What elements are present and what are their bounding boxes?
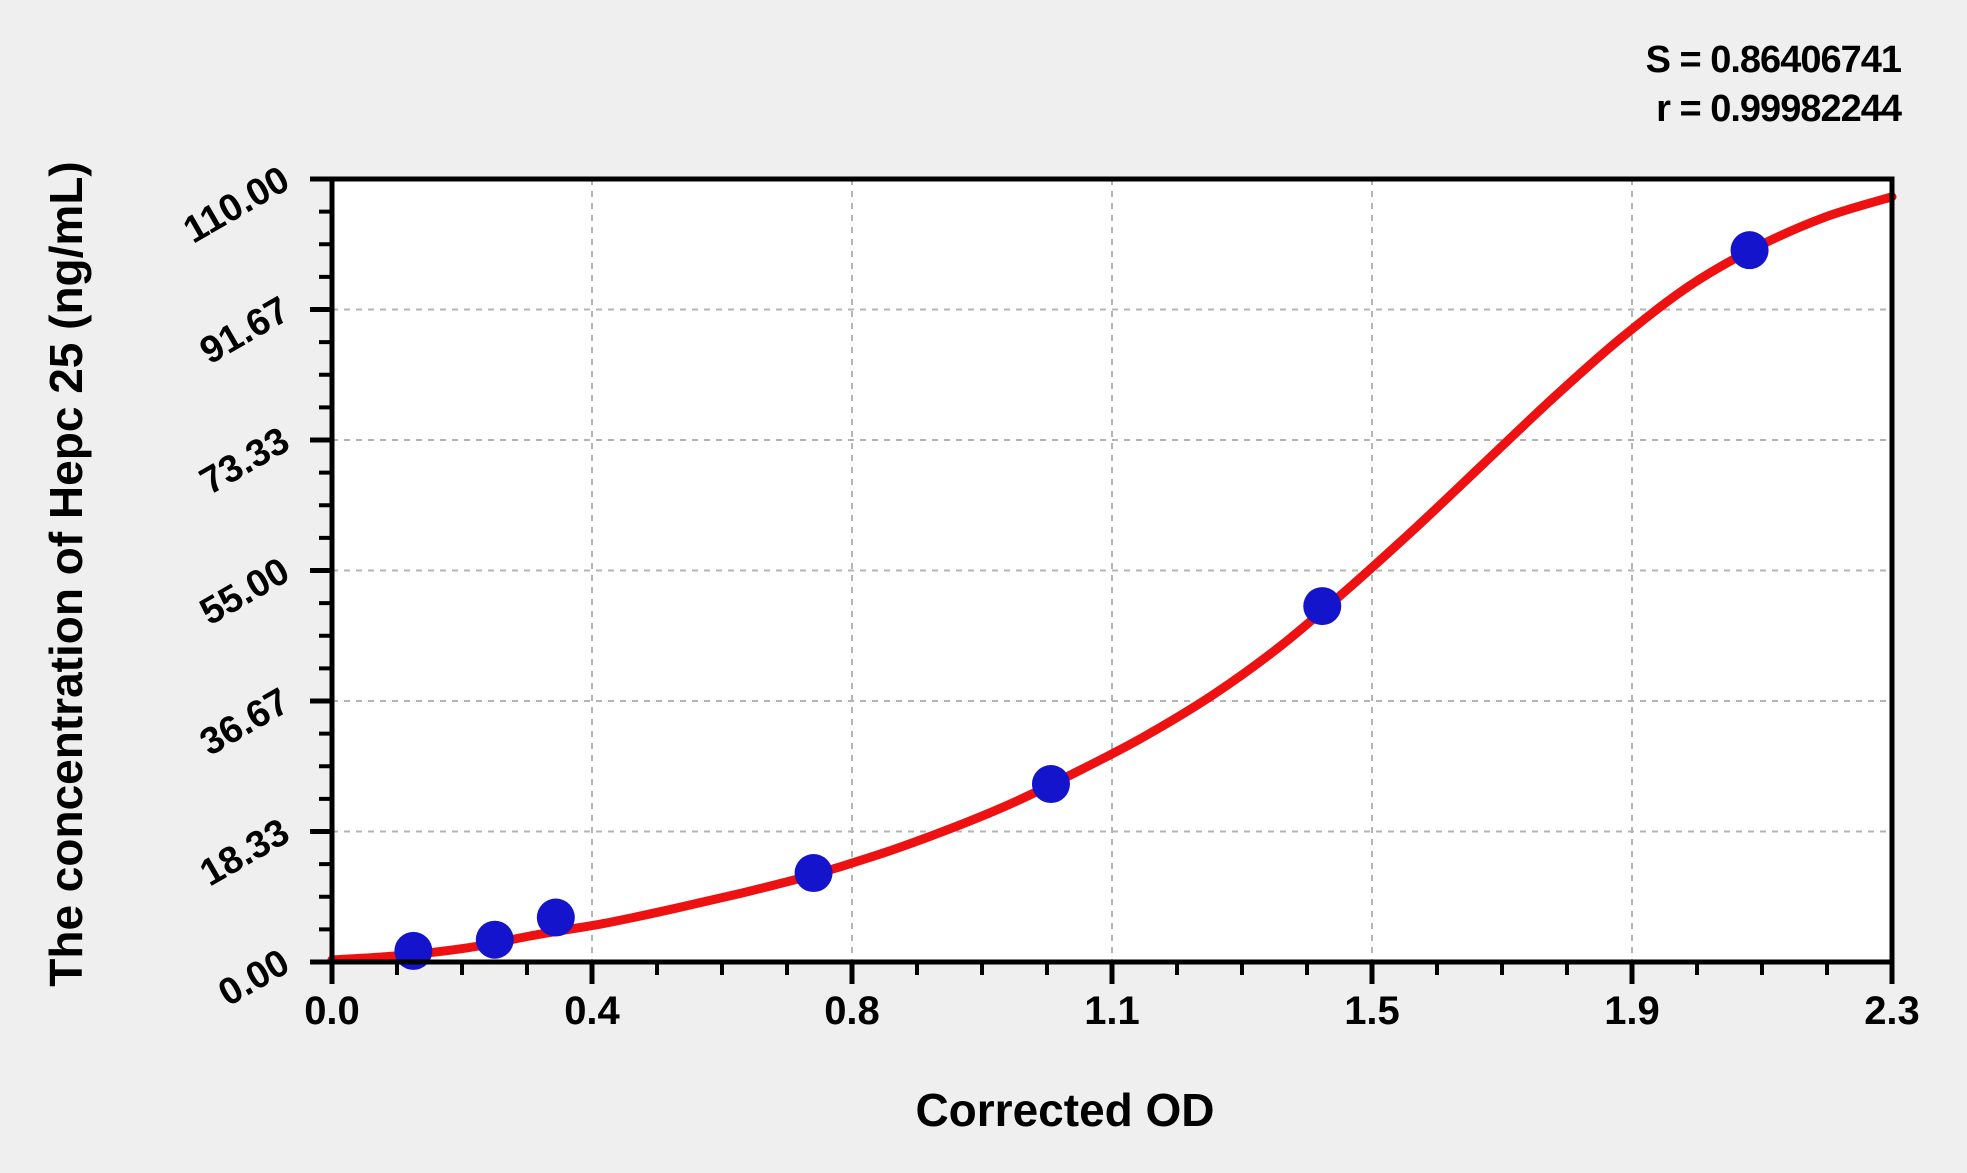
fitted-curve	[327, 192, 1897, 965]
x-tick-label: 2.3	[1864, 989, 1920, 1033]
y-tick-label: 0.00	[211, 941, 296, 1014]
fit-statistic-r: r = 0.99982244	[1656, 88, 1902, 130]
y-tick-label: 91.67	[193, 289, 296, 373]
data-point	[1031, 765, 1070, 804]
y-tick-label: 55.00	[193, 550, 296, 634]
data-point	[1303, 587, 1342, 626]
fit-statistic-s: S = 0.86406741	[1645, 39, 1902, 81]
x-tick-label: 0.4	[564, 989, 620, 1033]
x-tick-label: 0.0	[304, 989, 360, 1033]
y-tick-label: 73.33	[193, 419, 296, 503]
y-tick-label: 18.33	[193, 811, 296, 895]
x-axis-title: Corrected OD	[915, 1084, 1215, 1136]
x-tick-label: 1.9	[1604, 989, 1660, 1033]
data-point	[794, 854, 833, 893]
y-tick-label: 110.00	[177, 158, 297, 251]
x-tick-label: 0.8	[824, 989, 880, 1033]
fit-statistics: S = 0.86406741 r = 0.99982244	[1645, 36, 1902, 134]
y-tick-label: 36.67	[193, 680, 296, 764]
data-point	[536, 898, 575, 937]
data-point	[475, 920, 514, 959]
x-tick-label: 1.1	[1084, 989, 1140, 1033]
y-axis-title: The concentration of Hepc 25 (ng/mL)	[40, 161, 92, 987]
x-tick-label: 1.5	[1344, 989, 1400, 1033]
data-point	[1730, 231, 1769, 270]
